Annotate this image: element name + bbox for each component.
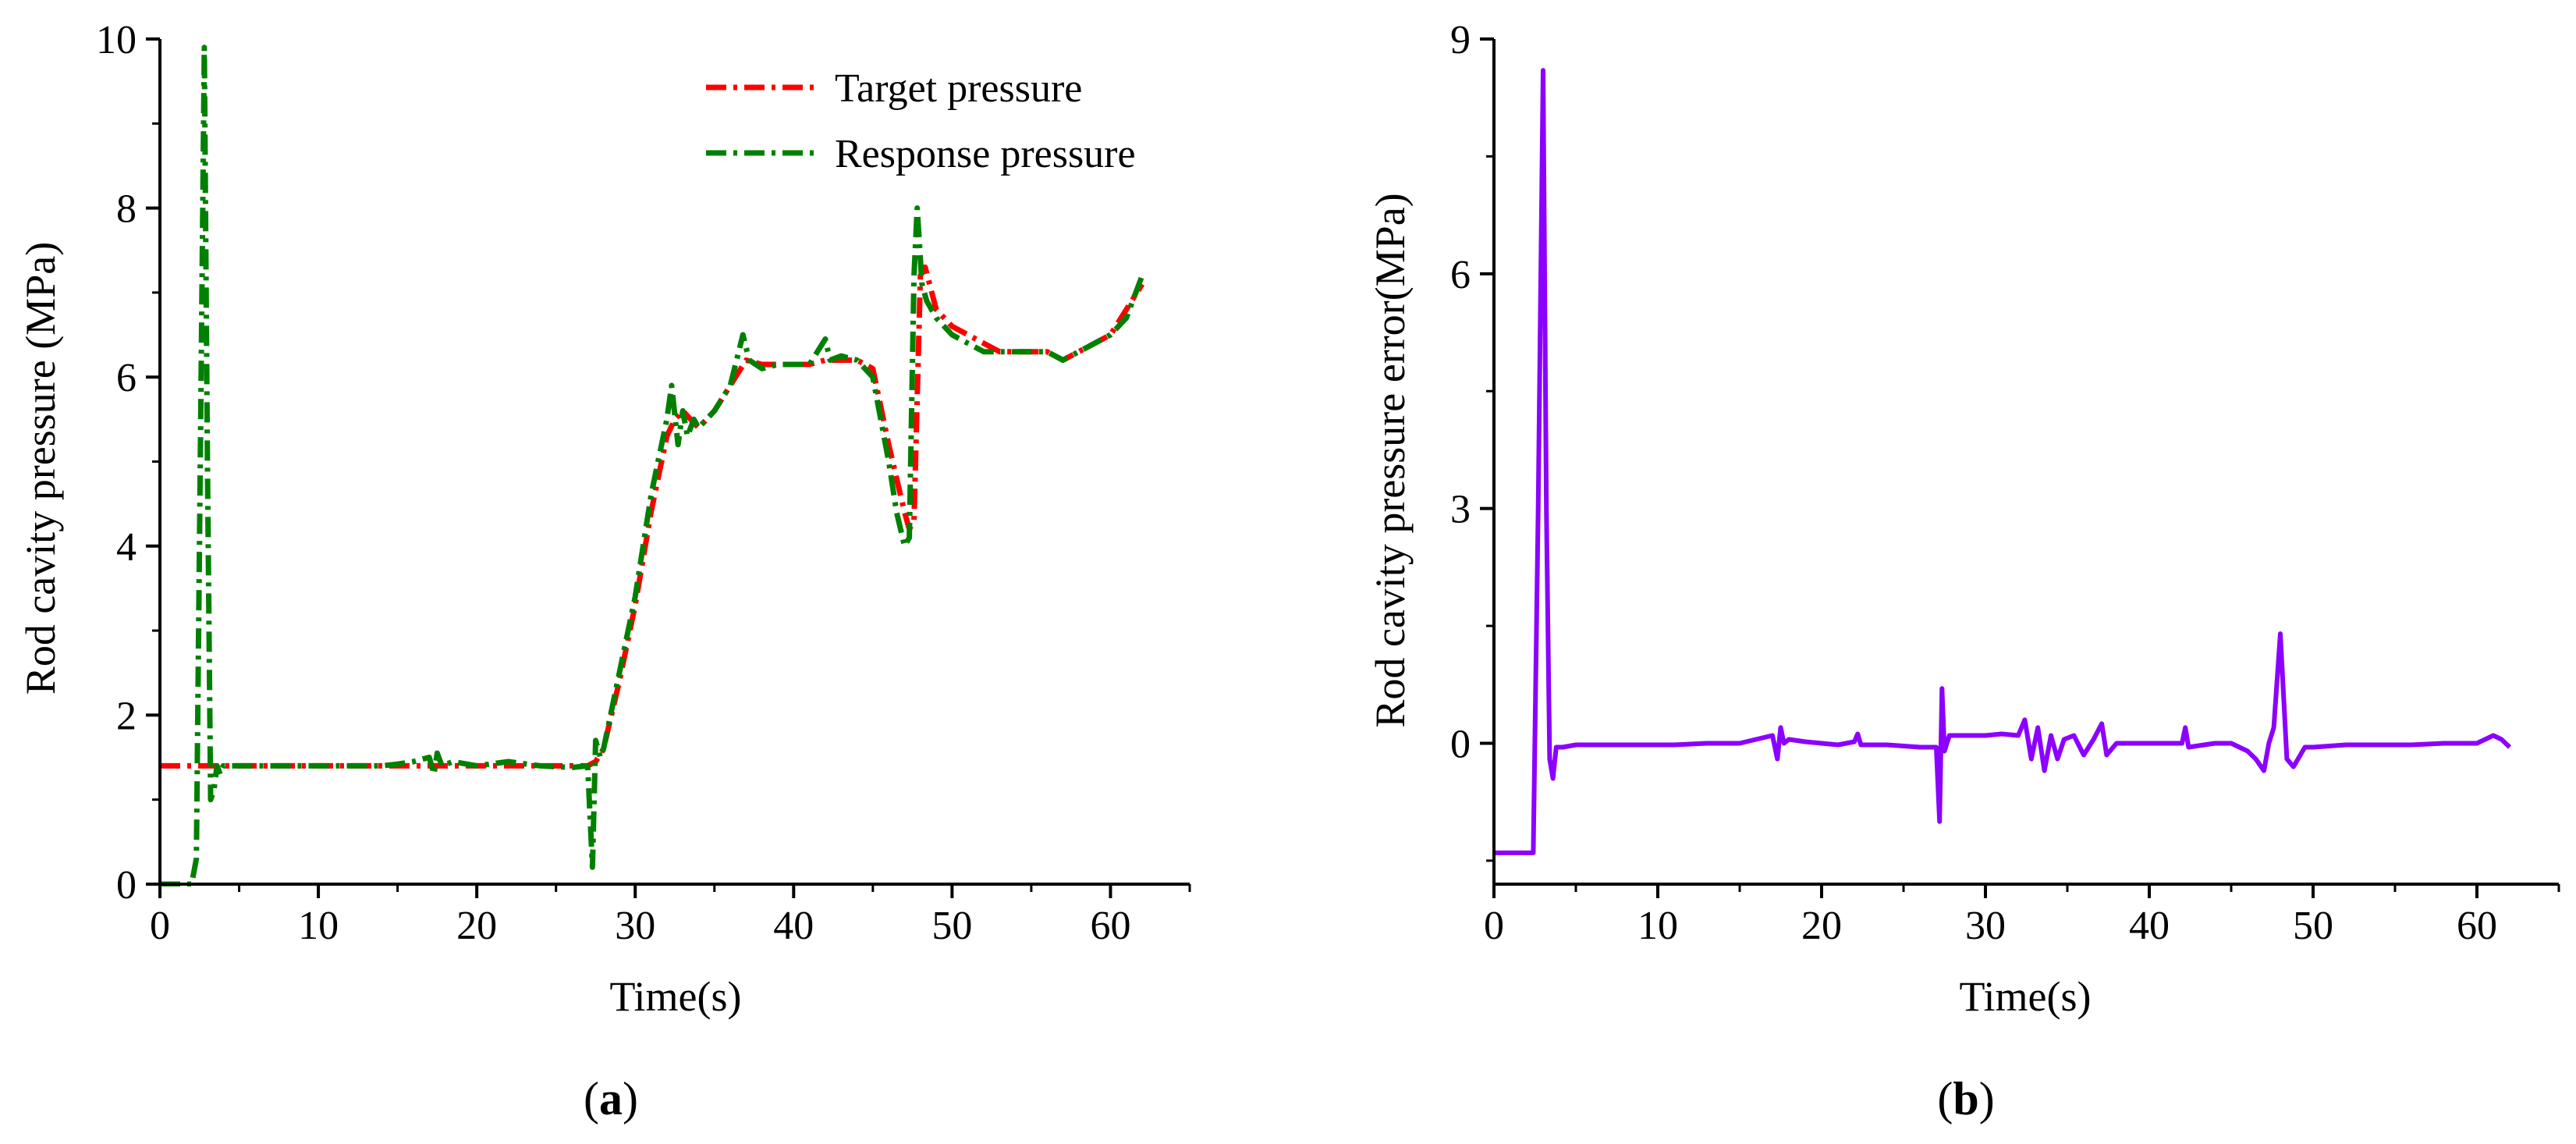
panel-b-chart: 0 10 20 30 40 50 60 0 3 6 9 Time(s) Rod cavity pre… xyxy=(1367,18,2560,1124)
panel-b-x-tick-label: 10 xyxy=(1637,904,1678,948)
legend-target-pressure-label: Target pressure xyxy=(835,66,1082,111)
panel-b-letter: b xyxy=(1953,1073,1978,1124)
panel-a-y-tick-label: 4 xyxy=(116,525,137,570)
panel-a-y-tick-label: 6 xyxy=(116,356,137,400)
panel-b-x-tick-label: 30 xyxy=(1965,904,2006,948)
panel-b-x-tick-label: 0 xyxy=(1484,904,1504,948)
panel-b-axes xyxy=(1492,39,2559,886)
panel-b-y-tick-label: 6 xyxy=(1450,253,1471,297)
panel-a-label: (a) xyxy=(584,1073,638,1124)
panel-b-x-tick-label: 40 xyxy=(2129,904,2170,948)
panel-a-x-axis-label: Time(s) xyxy=(609,973,741,1020)
panel-a-x-tick-label: 20 xyxy=(456,904,497,948)
panel-a-ticks: 0 10 20 30 40 50 60 0 2 4 6 8 10 xyxy=(96,18,1191,948)
panel-b-y-axis-label: Rod cavity pressure error(MPa) xyxy=(1367,193,1414,727)
panel-b-label: (b) xyxy=(1937,1073,1994,1124)
panel-b-x-tick-label: 50 xyxy=(2293,904,2333,948)
panel-a-x-tick-label: 10 xyxy=(298,904,339,948)
panel-a-y-axis-label: Rod cavity pressure (MPa) xyxy=(17,242,64,695)
panel-b-ticks: 0 10 20 30 40 50 60 0 3 6 9 xyxy=(1450,18,2560,948)
panel-b-y-tick-label: 3 xyxy=(1450,488,1471,532)
panel-a-y-tick-label: 8 xyxy=(116,187,137,232)
panel-a-letter: a xyxy=(599,1073,623,1124)
panel-a-y-tick-label: 0 xyxy=(116,863,137,908)
panel-a-y-tick-label: 10 xyxy=(96,18,137,62)
panel-b-plot-area xyxy=(1494,68,2512,855)
panel-b-series-pressure-error xyxy=(1494,68,2512,855)
panel-a-x-tick-label: 30 xyxy=(615,904,655,948)
panel-a-legend: Target pressure Response pressure xyxy=(706,66,1136,176)
panel-a-series-target-pressure xyxy=(160,264,1145,769)
panel-a-y-tick-label: 2 xyxy=(116,694,137,738)
panel-a-x-tick-label: 40 xyxy=(773,904,814,948)
panel-b-y-tick-label: 0 xyxy=(1450,723,1471,767)
panel-a-x-tick-label: 0 xyxy=(150,904,170,948)
panel-a-plot-area xyxy=(160,44,1145,886)
panel-a-series-response-pressure xyxy=(160,44,1145,886)
panel-a-x-tick-label: 60 xyxy=(1090,904,1130,948)
panel-b-y-tick-label: 9 xyxy=(1450,18,1471,62)
panel-a-chart: 0 10 20 30 40 50 60 0 2 4 6 8 10 Time(s) Rod cavity … xyxy=(17,18,1191,1124)
panel-a-x-tick-label: 50 xyxy=(931,904,972,948)
panel-b-x-tick-label: 60 xyxy=(2457,904,2497,948)
panel-b-x-axis-label: Time(s) xyxy=(1959,973,2091,1020)
legend-response-pressure-label: Response pressure xyxy=(835,132,1136,176)
panel-b-x-tick-label: 20 xyxy=(1801,904,1842,948)
